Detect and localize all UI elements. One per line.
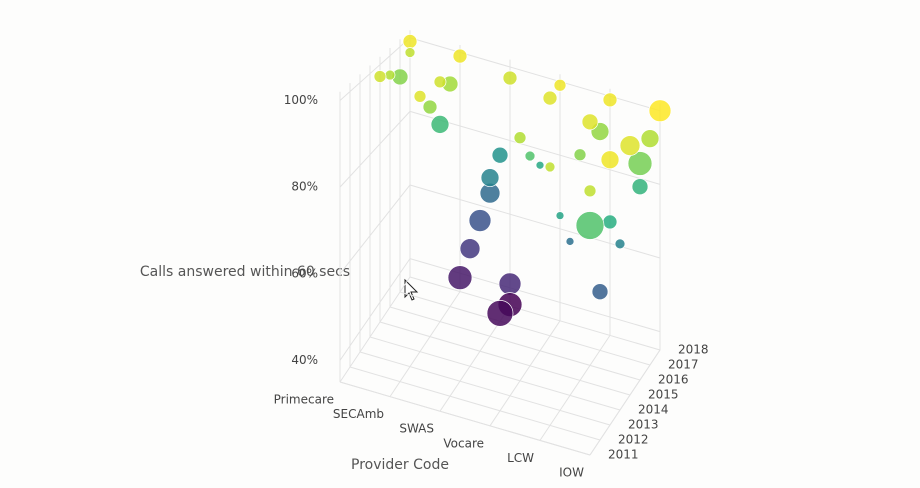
- grid-line: [409, 258, 661, 333]
- point: [600, 150, 620, 170]
- point: [422, 99, 438, 115]
- point: [491, 146, 509, 164]
- y-tick-label: 2018: [678, 343, 709, 357]
- axis-line: [589, 349, 661, 456]
- point: [581, 113, 599, 131]
- point: [553, 78, 567, 92]
- grid-line: [359, 351, 611, 426]
- x-tick-label: Vocare: [443, 436, 484, 450]
- point: [413, 89, 427, 103]
- y-tick-label: 2014: [638, 403, 669, 417]
- point: [591, 283, 609, 301]
- y-tick-label: 2016: [658, 373, 689, 387]
- point: [583, 184, 597, 198]
- point: [565, 237, 575, 246]
- point: [640, 129, 660, 148]
- y-tick-label: 2013: [628, 418, 659, 432]
- point: [542, 90, 558, 106]
- grid-line: [339, 258, 411, 361]
- z-axis-title: Calls answered within 60 secs: [140, 264, 350, 280]
- point: [452, 48, 468, 64]
- point: [430, 115, 450, 134]
- grid-line: [389, 306, 641, 381]
- grid-line: [409, 37, 661, 112]
- point: [402, 34, 418, 49]
- point: [502, 70, 518, 86]
- y-tick-label: 2012: [618, 433, 649, 447]
- point: [404, 47, 416, 58]
- grid-line: [409, 276, 661, 351]
- grid-line: [339, 276, 411, 383]
- grid-line: [409, 110, 661, 185]
- x-tick-label: IOW: [559, 466, 584, 480]
- z-tick-label: 100%: [284, 93, 318, 107]
- x-axis-title: Provider Code: [351, 457, 449, 473]
- grid-line: [379, 321, 631, 396]
- point: [373, 70, 387, 83]
- x-tick-label: LCW: [507, 451, 534, 465]
- grid-line: [349, 366, 601, 441]
- grid-line: [339, 111, 411, 188]
- grid-line: [399, 291, 651, 366]
- point: [573, 148, 587, 162]
- point: [524, 150, 536, 162]
- grid-line: [389, 291, 461, 397]
- point: [555, 211, 565, 220]
- point: [433, 75, 447, 89]
- cursor: [404, 278, 419, 301]
- point: [535, 160, 545, 170]
- point: [648, 99, 672, 123]
- point: [602, 214, 618, 230]
- point: [459, 238, 481, 260]
- grid-line: [339, 184, 411, 275]
- axis-line: [339, 381, 591, 456]
- x-tick-label: SECAmb: [333, 407, 384, 421]
- point: [614, 238, 626, 250]
- point: [480, 168, 500, 188]
- point: [468, 209, 492, 232]
- z-tick-label: 80%: [291, 180, 318, 194]
- point: [447, 265, 473, 290]
- y-tick-label: 2011: [608, 448, 639, 462]
- x-tick-label: Primecare: [274, 393, 334, 407]
- y-tick-label: 2017: [668, 358, 699, 372]
- grid-line: [339, 37, 411, 101]
- point: [627, 151, 653, 176]
- point: [544, 161, 556, 173]
- point: [631, 178, 649, 196]
- point: [498, 272, 522, 296]
- point: [486, 299, 514, 327]
- point: [384, 69, 396, 81]
- grid-line: [539, 335, 611, 441]
- point: [513, 131, 527, 145]
- x-tick-label: SWAS: [399, 422, 434, 436]
- y-tick-label: 2015: [648, 388, 679, 402]
- z-tick-label: 60%: [291, 266, 318, 280]
- point: [575, 211, 605, 240]
- grid-line: [489, 320, 561, 427]
- grid-line: [369, 336, 621, 411]
- point: [619, 135, 641, 156]
- point: [602, 92, 618, 108]
- z-tick-label: 40%: [291, 353, 318, 367]
